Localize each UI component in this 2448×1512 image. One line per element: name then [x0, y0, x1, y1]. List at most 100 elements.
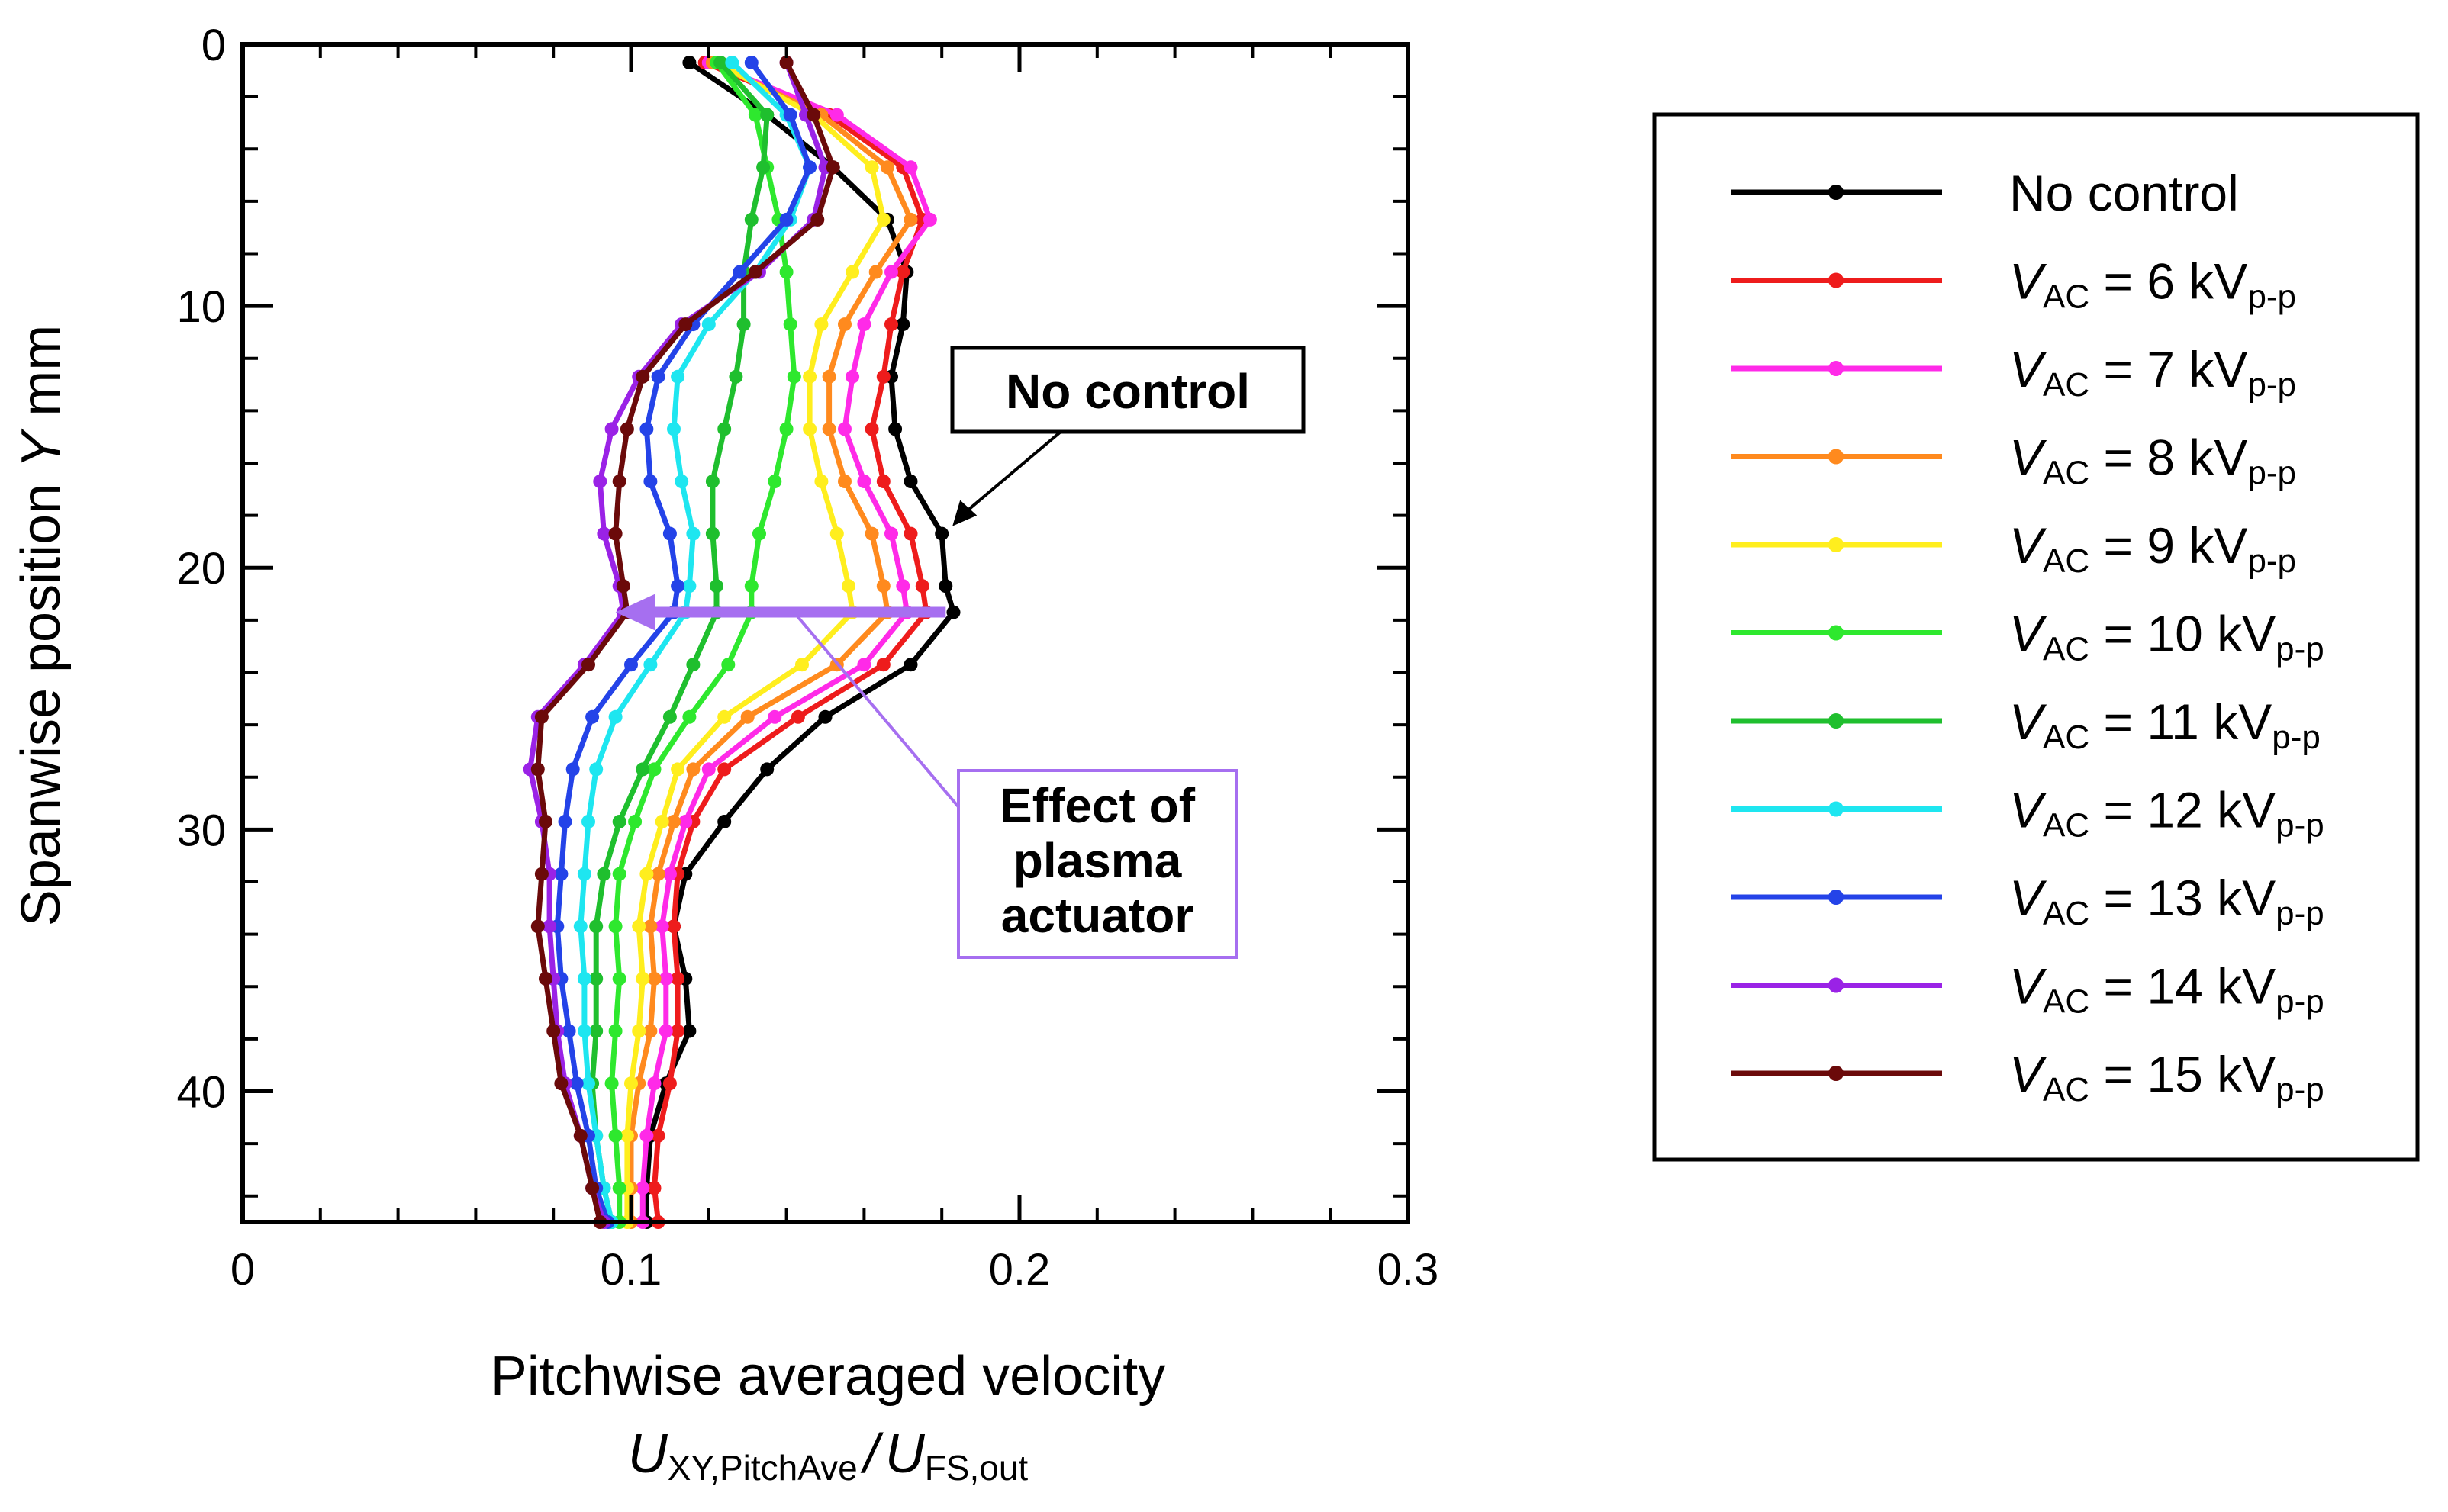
data-point [803, 369, 817, 384]
data-point [880, 160, 894, 175]
legend-entry: VAC = 14 kVp-p [1731, 958, 2324, 1021]
data-point [632, 919, 646, 934]
x-tick-label: 0.2 [989, 1245, 1051, 1295]
data-point [655, 919, 669, 934]
legend-swatch-marker [1828, 272, 1844, 288]
data-point [554, 1076, 569, 1091]
data-point [865, 422, 879, 436]
data-point [612, 867, 626, 881]
data-point [740, 709, 755, 724]
y-tick-label: 30 [176, 806, 226, 855]
data-point [904, 658, 918, 672]
x-formula-var2: U [885, 1424, 926, 1485]
data-point [783, 108, 797, 122]
data-point [632, 1024, 646, 1038]
x-formula-sub2: FS,out [925, 1448, 1029, 1488]
data-point [597, 867, 611, 881]
data-point [795, 658, 809, 672]
legend-entry: VAC = 13 kVp-p [1731, 870, 2324, 932]
data-point [577, 867, 591, 881]
legend-entry: VAC = 15 kVp-p [1731, 1046, 2324, 1108]
legend-label: VAC = 15 kVp-p [2009, 1046, 2324, 1108]
data-point [686, 658, 701, 672]
legend-entry: VAC = 12 kVp-p [1731, 782, 2324, 844]
data-point [876, 369, 891, 384]
data-point [585, 709, 600, 724]
x-tick-label: 0 [230, 1245, 255, 1295]
series-line [535, 61, 836, 1223]
data-point [647, 1181, 662, 1195]
legend-entry: VAC = 10 kVp-p [1731, 606, 2324, 668]
data-point [876, 475, 891, 488]
data-point [896, 265, 910, 279]
data-point [721, 658, 736, 672]
no-control-arrow-head [952, 500, 978, 526]
y-tick-label: 10 [176, 282, 226, 332]
data-point [779, 422, 794, 436]
data-point [826, 160, 840, 175]
legend-label: VAC = 8 kVp-p [2009, 429, 2296, 492]
x-axis-title: Pitchwise averaged velocity [491, 1346, 1165, 1407]
y-title-unit: mm [11, 325, 72, 432]
data-point [667, 919, 681, 934]
data-point [612, 815, 626, 828]
series-layer [523, 56, 961, 1229]
data-point [744, 579, 759, 594]
data-point [829, 526, 844, 541]
data-point [612, 475, 626, 488]
data-point [779, 265, 794, 279]
data-point [846, 369, 860, 384]
legend-label: No control [2009, 165, 2239, 221]
data-point [608, 1128, 623, 1143]
data-point [569, 1076, 584, 1091]
plot-frame [240, 42, 1410, 1224]
legend-label: VAC = 10 kVp-p [2009, 606, 2324, 668]
data-point [939, 579, 953, 594]
data-point [554, 867, 569, 881]
data-point [814, 317, 829, 332]
data-point [842, 579, 855, 594]
y-tick-label: 40 [176, 1067, 226, 1117]
legend-entry: VAC = 7 kVp-p [1731, 341, 2296, 404]
data-point [565, 762, 580, 777]
data-point [636, 369, 650, 384]
data-point [667, 815, 681, 828]
data-point [857, 658, 871, 672]
data-point [760, 762, 775, 777]
data-point [915, 579, 929, 594]
data-point [543, 919, 557, 934]
data-point [577, 1024, 591, 1038]
series-line [624, 60, 887, 1222]
data-point [779, 56, 794, 69]
data-point [647, 971, 662, 986]
data-point [671, 369, 685, 384]
axes-layer: 0 0.1 0.2 0.3 0 10 20 30 40 [176, 21, 1438, 1295]
no-control-leader-line [960, 430, 1062, 517]
data-point [647, 762, 662, 777]
series-vac-7 [636, 56, 937, 1229]
data-point [822, 369, 836, 384]
data-point [671, 762, 685, 777]
legend-swatch-marker [1828, 890, 1844, 905]
legend-swatch-marker [1828, 977, 1844, 993]
legend-label: VAC = 7 kVp-p [2009, 341, 2296, 404]
data-point [616, 579, 630, 594]
legend-label: VAC = 6 kVp-p [2009, 253, 2296, 316]
data-point [748, 265, 762, 279]
data-point [585, 1181, 600, 1195]
data-point [713, 56, 728, 69]
data-point [655, 815, 669, 828]
data-point [756, 160, 771, 175]
x-formula-sub1: XY,PitchAve [668, 1448, 858, 1488]
data-point [803, 422, 817, 436]
data-point [829, 108, 844, 122]
data-point [744, 212, 759, 227]
data-point [628, 815, 643, 828]
data-point [636, 971, 650, 986]
effect-annotation-line: Effect of [1000, 778, 1196, 833]
data-point [818, 709, 833, 724]
data-point [810, 212, 825, 227]
data-point [659, 971, 673, 986]
data-point [876, 658, 891, 672]
data-point [573, 1128, 588, 1143]
